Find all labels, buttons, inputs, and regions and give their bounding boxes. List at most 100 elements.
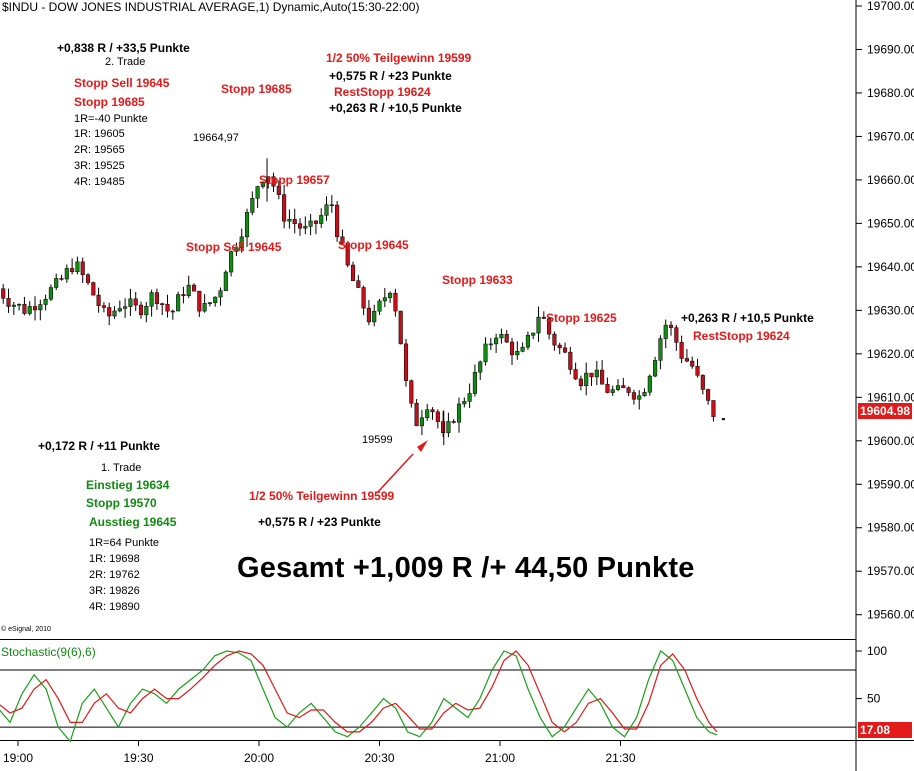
candle-up	[610, 389, 615, 393]
candle-down	[22, 303, 27, 314]
candle-down	[706, 389, 711, 401]
candle-up	[536, 316, 541, 334]
stoch-line-green	[0, 650, 718, 743]
candle-up	[229, 251, 234, 273]
candle-up	[446, 421, 451, 434]
candle-up	[244, 212, 250, 238]
candle-up	[467, 393, 472, 402]
candle-down	[154, 292, 159, 304]
candle-up	[234, 247, 239, 252]
price-tick-label: 19640.00	[867, 260, 914, 274]
price-tick-label: 19690.00	[867, 42, 914, 56]
candle-down	[297, 223, 303, 229]
candle-up	[515, 351, 520, 356]
candle-down	[679, 342, 684, 359]
candle-up	[207, 302, 212, 304]
candle-down	[700, 375, 705, 390]
candle-up	[308, 220, 313, 227]
price-candles	[1, 158, 725, 446]
candle-up	[520, 346, 525, 352]
candle-up	[255, 186, 260, 199]
candle-down	[568, 351, 573, 370]
price-tick-label: 19660.00	[867, 173, 914, 187]
candle-up	[525, 335, 530, 348]
annotation-trade2-stopp: Stopp 19685	[74, 95, 145, 109]
annotation-trade1-target3: 3R: 19826	[89, 585, 140, 597]
candle-down	[181, 294, 186, 296]
candle-down	[684, 358, 689, 362]
candle-down	[282, 194, 287, 222]
price-tick-label: 19620.00	[867, 347, 914, 361]
candle-up	[75, 261, 80, 273]
candle-up	[483, 343, 488, 363]
candle-up	[266, 176, 271, 183]
annotation-stopp-19625: Stopp 19625	[546, 311, 617, 325]
candle-down	[398, 310, 403, 345]
candle-down	[335, 204, 340, 238]
candle-up	[488, 343, 493, 346]
stoch-tick-label: 100	[867, 644, 887, 658]
candle-down	[605, 383, 610, 393]
annotation-high-price: 19664,97	[193, 132, 239, 144]
price-tick-label: 19580.00	[867, 521, 914, 535]
candle-down	[345, 243, 350, 266]
candle-down	[600, 369, 605, 385]
stochastic-panel	[0, 650, 856, 743]
annotation-trade1-1r: 1R=64 Punkte	[89, 537, 160, 549]
candle-up	[223, 271, 228, 291]
candle-down	[6, 297, 11, 307]
candle-up	[642, 391, 647, 397]
candle-up	[419, 417, 424, 427]
candle-down	[430, 409, 435, 413]
time-tick-label: 19:00	[3, 751, 33, 765]
candle-up	[170, 310, 175, 313]
price-tick-label: 19590.00	[867, 477, 914, 491]
annotation-trade2-result: +0,838 R / +33,5 Punkte	[57, 41, 190, 55]
candle-down	[621, 385, 626, 388]
candle-up	[584, 372, 589, 387]
price-tick-label: 19700.00	[867, 0, 914, 13]
price-tick-label: 19600.00	[867, 434, 914, 448]
candle-down	[292, 219, 297, 224]
candle-down	[80, 261, 85, 275]
time-axis: 19:00 19:30 20:00 20:30 21:00 21:30	[3, 740, 636, 765]
candle-up	[462, 401, 467, 405]
candle-down	[626, 387, 631, 393]
candle-down	[674, 327, 679, 343]
candle-up	[594, 369, 599, 378]
candle-down	[133, 298, 138, 306]
candle-down	[541, 316, 546, 319]
candle-up	[17, 303, 22, 306]
time-tick-label: 19:30	[123, 751, 153, 765]
candle-down	[711, 400, 716, 417]
candle-down	[271, 176, 276, 187]
annotation-stopp-sell-19645: Stopp Sell 19645	[186, 240, 282, 254]
candle-up	[123, 306, 128, 309]
candle-down	[70, 268, 75, 273]
candle-down	[451, 421, 456, 423]
annotation-trade1-target2: 2R: 19762	[89, 569, 140, 581]
candle-up	[11, 304, 16, 307]
copyright-text: © eSignal, 2010	[1, 626, 51, 633]
annotation-stopp-19645: Stopp 19645	[338, 238, 409, 252]
candle-down	[350, 264, 356, 281]
candle-up	[144, 305, 149, 316]
annotation-right-reststopp: RestStopp 19624	[693, 329, 790, 343]
candle-down	[578, 378, 583, 387]
last-price-label: 19604.98	[858, 403, 912, 419]
candle-up	[372, 310, 377, 323]
candle-up	[456, 403, 462, 423]
candle-down	[91, 282, 96, 296]
candle-down	[409, 380, 414, 404]
candle-down	[668, 324, 674, 328]
annotation-teilgewinn-top: 1/2 50% Teilgewinn 19599	[326, 51, 472, 65]
candle-up	[287, 219, 292, 222]
annotation-trade1-ausstieg: Ausstieg 19645	[89, 515, 177, 529]
candle-down	[1, 288, 6, 299]
candle-up	[186, 284, 191, 296]
candle-up	[653, 360, 658, 377]
annotation-trade1-target4: 4R: 19890	[89, 601, 140, 613]
candle-up	[64, 268, 69, 280]
